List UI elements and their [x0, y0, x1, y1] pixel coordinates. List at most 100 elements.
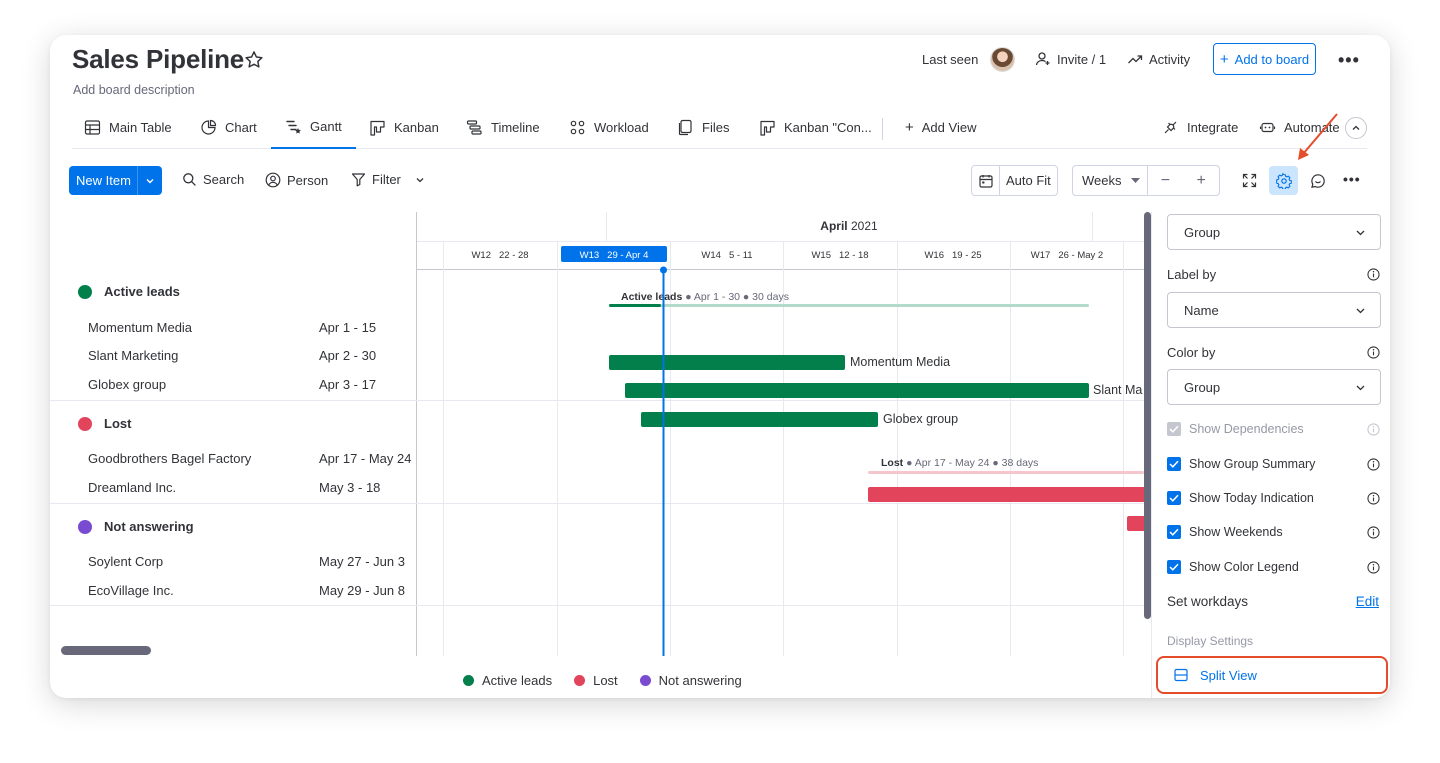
group-name: Active leads	[104, 284, 180, 299]
tab-label: Chart	[225, 119, 257, 135]
tab-divider	[882, 118, 883, 140]
item-name[interactable]: Slant Marketing	[88, 348, 179, 363]
more-toolbar-icon[interactable]: •••	[1343, 171, 1361, 187]
new-item-button[interactable]: New Item	[69, 166, 162, 195]
user-add-icon	[1035, 52, 1050, 66]
bar-label: Globex group	[883, 412, 958, 426]
checkbox-checked-icon	[1167, 457, 1181, 471]
show-weekends-checkbox[interactable]: Show Weekends	[1167, 525, 1381, 539]
integrate-button[interactable]: Integrate	[1150, 105, 1250, 149]
item-name[interactable]: Momentum Media	[88, 320, 193, 335]
group-header-lost[interactable]: Lost	[78, 416, 131, 431]
auto-fit-button[interactable]: Auto Fit	[971, 165, 1058, 196]
automate-button[interactable]: Automate	[1247, 105, 1352, 149]
month-label: April	[820, 219, 847, 233]
chat-icon	[1310, 173, 1325, 188]
search-button[interactable]: Search	[182, 172, 244, 187]
tab-label: Kanban	[394, 119, 439, 135]
filter-button[interactable]: Filter	[351, 172, 425, 187]
week-label: W15 12 - 18	[811, 250, 868, 261]
gear-icon	[1275, 172, 1292, 189]
zoom-in-button[interactable]: +	[1196, 171, 1206, 189]
info-icon[interactable]	[1367, 346, 1380, 359]
group-header-active-leads[interactable]: Active leads	[78, 284, 180, 299]
tab-workload[interactable]: Workload	[557, 105, 661, 149]
board-title[interactable]: Sales Pipeline	[72, 44, 245, 74]
item-dates: Apr 3 - 17	[319, 377, 377, 392]
week-label: W12 22 - 28	[471, 250, 528, 261]
gantt-bar-goodbrothers[interactable]	[868, 487, 1144, 502]
board-description[interactable]: Add board description	[73, 83, 195, 97]
show-dependencies-checkbox[interactable]: Show Dependencies	[1167, 422, 1381, 436]
tab-timeline[interactable]: Timeline	[454, 105, 552, 149]
zoom-out-button[interactable]: −	[1160, 171, 1171, 189]
kanban-icon	[760, 120, 775, 136]
gantt-bar-slant-marketing[interactable]	[625, 383, 1089, 398]
info-icon[interactable]	[1367, 561, 1380, 574]
tab-chart[interactable]: Chart	[188, 105, 269, 149]
horizontal-scrollbar[interactable]	[61, 646, 151, 655]
edit-workdays-link[interactable]: Edit	[1355, 594, 1379, 609]
group-by-dropdown[interactable]: Group	[1167, 214, 1381, 250]
legend-item-active-leads: Active leads	[463, 673, 552, 688]
add-to-board-button[interactable]: + Add to board	[1213, 43, 1316, 75]
plus-icon: +	[1219, 50, 1229, 68]
week-label-current: W13 29 - Apr 4	[580, 250, 649, 261]
item-name[interactable]: Dreamland Inc.	[88, 480, 177, 495]
invite-button[interactable]: Invite / 1	[1035, 51, 1106, 67]
info-icon[interactable]	[1367, 492, 1380, 505]
show-color-legend-checkbox[interactable]: Show Color Legend	[1167, 560, 1381, 574]
current-week-highlight	[561, 246, 667, 262]
vertical-scrollbar[interactable]	[1144, 212, 1151, 619]
tab-kanban-con[interactable]: Kanban "Con...	[747, 105, 884, 149]
more-options-icon[interactable]: •••	[1338, 50, 1360, 70]
chevron-down-icon[interactable]	[137, 166, 162, 195]
gantt-settings-panel: Group Label by Name Color by Group Show …	[1151, 212, 1390, 698]
add-view-button[interactable]: + Add View	[893, 105, 988, 149]
tab-files[interactable]: Files	[665, 105, 741, 149]
show-today-indication-checkbox[interactable]: Show Today Indication	[1167, 491, 1381, 505]
show-group-summary-checkbox[interactable]: Show Group Summary	[1167, 457, 1381, 471]
chevron-down-icon[interactable]	[415, 175, 425, 185]
feedback-button[interactable]	[1303, 166, 1332, 195]
info-icon[interactable]	[1367, 423, 1380, 436]
scale-dropdown[interactable]: Weeks	[1073, 166, 1148, 195]
group-header-not-answering[interactable]: Not answering	[78, 519, 194, 534]
info-icon[interactable]	[1367, 526, 1380, 539]
tab-label: Workload	[594, 119, 649, 135]
person-filter-button[interactable]: Person	[265, 172, 328, 188]
gantt-bar-dreamland[interactable]	[1127, 516, 1144, 531]
gantt-bar-globex-group[interactable]	[641, 412, 878, 427]
legend-label: Not answering	[658, 673, 742, 688]
color-by-dropdown[interactable]: Group	[1167, 369, 1381, 405]
gantt-icon	[286, 120, 301, 134]
tab-kanban[interactable]: Kanban	[357, 105, 451, 149]
info-icon[interactable]	[1367, 268, 1380, 281]
tab-label: Timeline	[491, 119, 540, 135]
settings-button[interactable]	[1269, 166, 1298, 195]
info-icon[interactable]	[1367, 458, 1380, 471]
label-by-dropdown[interactable]: Name	[1167, 292, 1381, 328]
tab-gantt[interactable]: Gantt	[271, 105, 356, 149]
collapse-header-button[interactable]	[1345, 117, 1367, 139]
chevron-up-icon	[1352, 125, 1360, 130]
activity-button[interactable]: Activity	[1127, 51, 1190, 67]
integrate-label: Integrate	[1187, 119, 1239, 135]
checkbox-label: Show Group Summary	[1189, 457, 1316, 471]
item-name[interactable]: EcoVillage Inc.	[88, 583, 174, 598]
star-icon[interactable]	[243, 49, 265, 71]
item-name[interactable]: Goodbrothers Bagel Factory	[88, 451, 252, 466]
item-name[interactable]: Soylent Corp	[88, 554, 164, 569]
split-view-button[interactable]: Split View	[1156, 656, 1388, 694]
auto-fit-label: Auto Fit	[1006, 173, 1051, 188]
legend-dot	[639, 675, 651, 686]
avatar[interactable]	[990, 47, 1015, 72]
color-by-value: Group	[1184, 379, 1221, 395]
tab-label: Add View	[921, 119, 977, 135]
gantt-bar-momentum-media[interactable]	[609, 355, 845, 370]
fullscreen-button[interactable]	[1235, 166, 1264, 195]
view-tabs: Main Table Chart Gantt Kanban	[72, 105, 1367, 149]
tab-main-table[interactable]: Main Table	[72, 105, 184, 149]
gantt-chart: April 2021 W12 22 - 28	[417, 212, 1144, 656]
item-name[interactable]: Globex group	[88, 377, 167, 392]
